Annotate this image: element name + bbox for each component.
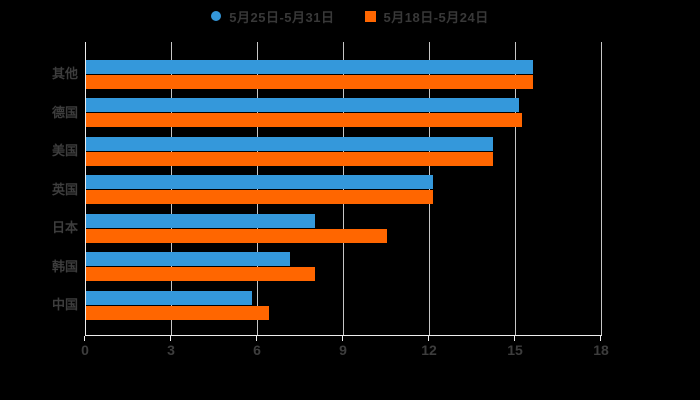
- y-category-label: 德国: [51, 104, 78, 120]
- bar-series0-日本: [86, 213, 316, 228]
- bar-series1-德国: [86, 113, 522, 127]
- x-tick-label: 12: [421, 342, 437, 358]
- x-tick-label: 18: [593, 342, 609, 358]
- x-axis-tick: [342, 336, 343, 341]
- x-axis-tick: [170, 336, 171, 341]
- bar-series1-英国: [86, 190, 433, 204]
- x-tick-label: 9: [339, 342, 347, 358]
- plot-area: [85, 42, 602, 336]
- x-axis-tick: [428, 336, 429, 341]
- legend-circle-icon: [211, 11, 222, 21]
- legend-item-0[interactable]: 5月25日-5月31日: [211, 7, 334, 26]
- bar-series0-美国: [86, 136, 494, 151]
- legend: 5月25日-5月31日 5月18日-5月24日: [0, 6, 700, 26]
- y-category-label: 其他: [51, 66, 78, 81]
- legend-label: 5月18日-5月24日: [383, 9, 489, 25]
- x-axis-tick: [514, 336, 515, 341]
- bar-series1-美国: [86, 151, 494, 166]
- x-axis-tick: [256, 336, 257, 341]
- bar-series0-德国: [86, 98, 519, 112]
- x-tick-label: 15: [507, 342, 523, 358]
- bar-series0-中国: [86, 290, 253, 305]
- legend-square-icon: [364, 10, 376, 22]
- y-category-label: 英国: [51, 181, 78, 197]
- gridline: [515, 42, 516, 335]
- bar-series1-韩国: [86, 267, 316, 281]
- x-tick-label: 0: [81, 342, 89, 358]
- x-axis-tick: [84, 336, 85, 341]
- legend-label: 5月25日-5月31日: [229, 9, 335, 25]
- x-tick-label: 3: [167, 342, 175, 358]
- y-category-label: 韩国: [51, 258, 78, 274]
- y-category-label: 日本: [51, 220, 78, 235]
- x-tick-label: 6: [253, 342, 261, 358]
- y-category-label: 中国: [51, 297, 78, 312]
- bar-series1-其他: [86, 74, 534, 89]
- bar-series1-日本: [86, 228, 387, 243]
- bar-series1-中国: [86, 305, 270, 320]
- bar-series0-其他: [86, 59, 534, 74]
- y-category-label: 美国: [51, 143, 78, 158]
- x-axis-tick: [600, 336, 601, 341]
- gridline: [601, 42, 602, 335]
- bar-series0-英国: [86, 175, 433, 189]
- bar-series0-韩国: [86, 252, 290, 266]
- legend-item-1[interactable]: 5月18日-5月24日: [364, 7, 489, 26]
